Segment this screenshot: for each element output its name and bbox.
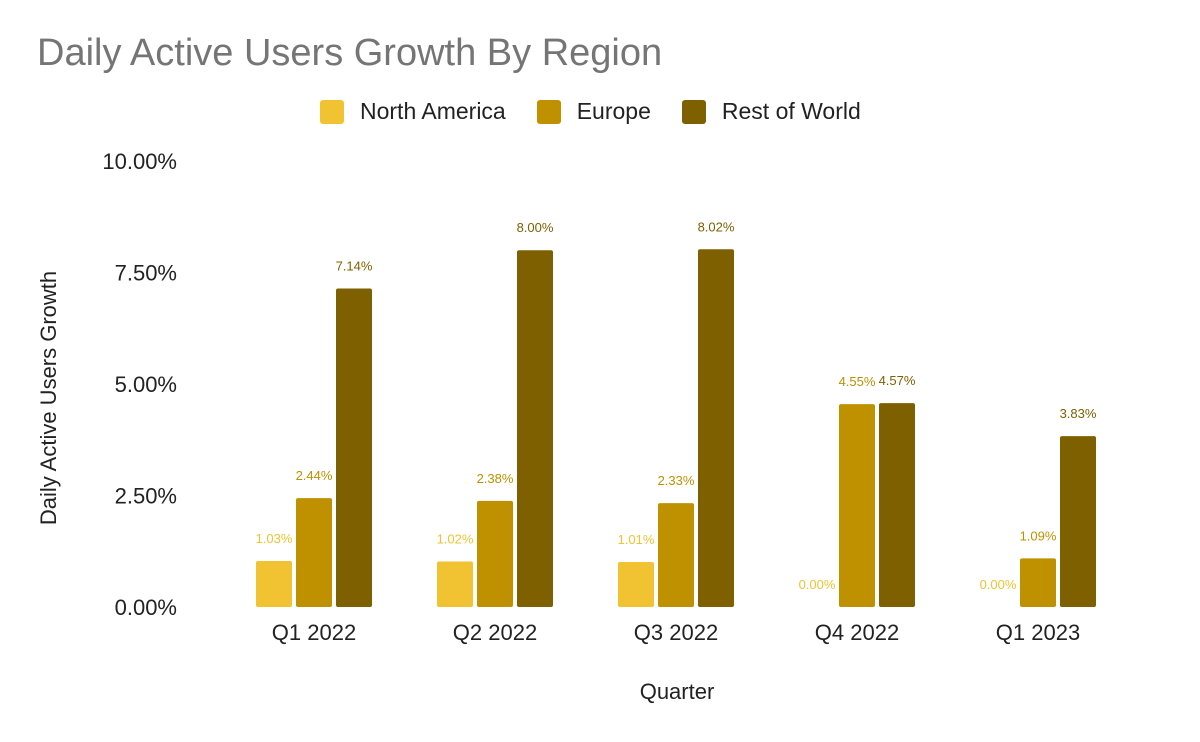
x-tick-label-q3-2022: Q3 2022 [634,620,718,645]
chart-title: Daily Active Users Growth By Region [37,32,663,74]
data-label-europe-q3-2022: 2.33% [658,473,695,488]
x-tick-label-q1-2022: Q1 2022 [272,620,356,645]
legend-label-north-america: North America [360,98,506,124]
bar-europe-q1-2023[interactable] [1020,558,1056,607]
legend-label-rest-of-world: Rest of World [721,98,861,124]
legend-label-europe: Europe [576,98,651,124]
legend-swatch-rest-of-world [681,99,706,124]
data-label-rest-of-world-q1-2023: 3.83% [1060,406,1097,421]
bar-rest-of-world-q4-2022[interactable] [879,403,915,607]
data-label-rest-of-world-q3-2022: 8.02% [698,219,735,234]
data-label-north-america-q2-2022: 1.02% [437,532,474,547]
data-label-north-america-q3-2022: 1.01% [618,532,655,547]
bar-europe-q1-2022[interactable] [296,498,332,607]
data-label-europe-q1-2022: 2.44% [296,468,333,483]
x-axis-title: Quarter [640,679,715,704]
bar-north-america-q3-2022[interactable] [618,561,654,607]
legend: North America Europe Rest of World [320,98,892,125]
x-axis-categories: Q1 2022 Q2 2022 Q3 2022 Q4 2022 Q1 2023 [272,620,1080,645]
data-label-north-america-q1-2023: 0.00% [980,577,1017,592]
x-tick-label-q2-2022: Q2 2022 [453,620,537,645]
data-label-north-america-q1-2022: 1.03% [256,531,293,546]
y-tick-label: 0.00% [115,595,177,620]
bar-rest-of-world-q2-2022[interactable] [517,250,553,607]
x-tick-label-q1-2023: Q1 2023 [996,620,1080,645]
data-label-rest-of-world-q4-2022: 4.57% [879,373,916,388]
bar-rest-of-world-q1-2022[interactable] [336,288,372,607]
bar-rest-of-world-q3-2022[interactable] [698,249,734,608]
legend-item-rest-of-world[interactable]: Rest of World [681,98,861,125]
data-label-rest-of-world-q1-2022: 7.14% [336,259,373,274]
y-axis-title: Daily Active Users Growth [36,271,61,525]
y-tick-label: 2.50% [115,484,177,509]
data-label-north-america-q4-2022: 0.00% [799,577,836,592]
x-tick-label-q4-2022: Q4 2022 [815,620,899,645]
y-axis-ticks: 0.00% 2.50% 5.00% 7.50% 10.00% [102,149,177,620]
bars [256,249,1096,608]
bar-europe-q4-2022[interactable] [839,404,875,607]
bar-north-america-q2-2022[interactable] [437,561,473,607]
legend-item-north-america[interactable]: North America [320,98,506,125]
data-label-rest-of-world-q2-2022: 8.00% [517,220,554,235]
data-labels: 1.03% 2.44% 7.14% 1.02% 2.38% 8.00% 1.01% 2.33%… [256,219,1097,592]
bar-rest-of-world-q1-2023[interactable] [1060,436,1096,607]
legend-swatch-europe [536,99,561,124]
legend-item-europe[interactable]: Europe [536,98,651,125]
y-tick-label: 5.00% [115,372,177,397]
bar-europe-q3-2022[interactable] [658,503,694,607]
data-label-europe-q4-2022: 4.55% [839,374,876,389]
y-tick-label: 7.50% [115,261,177,286]
data-label-europe-q2-2022: 2.38% [477,471,514,486]
y-tick-label: 10.00% [102,149,177,174]
data-label-europe-q1-2023: 1.09% [1020,528,1057,543]
bar-europe-q2-2022[interactable] [477,500,513,607]
legend-swatch-north-america [320,99,344,124]
bar-north-america-q1-2022[interactable] [256,561,292,607]
